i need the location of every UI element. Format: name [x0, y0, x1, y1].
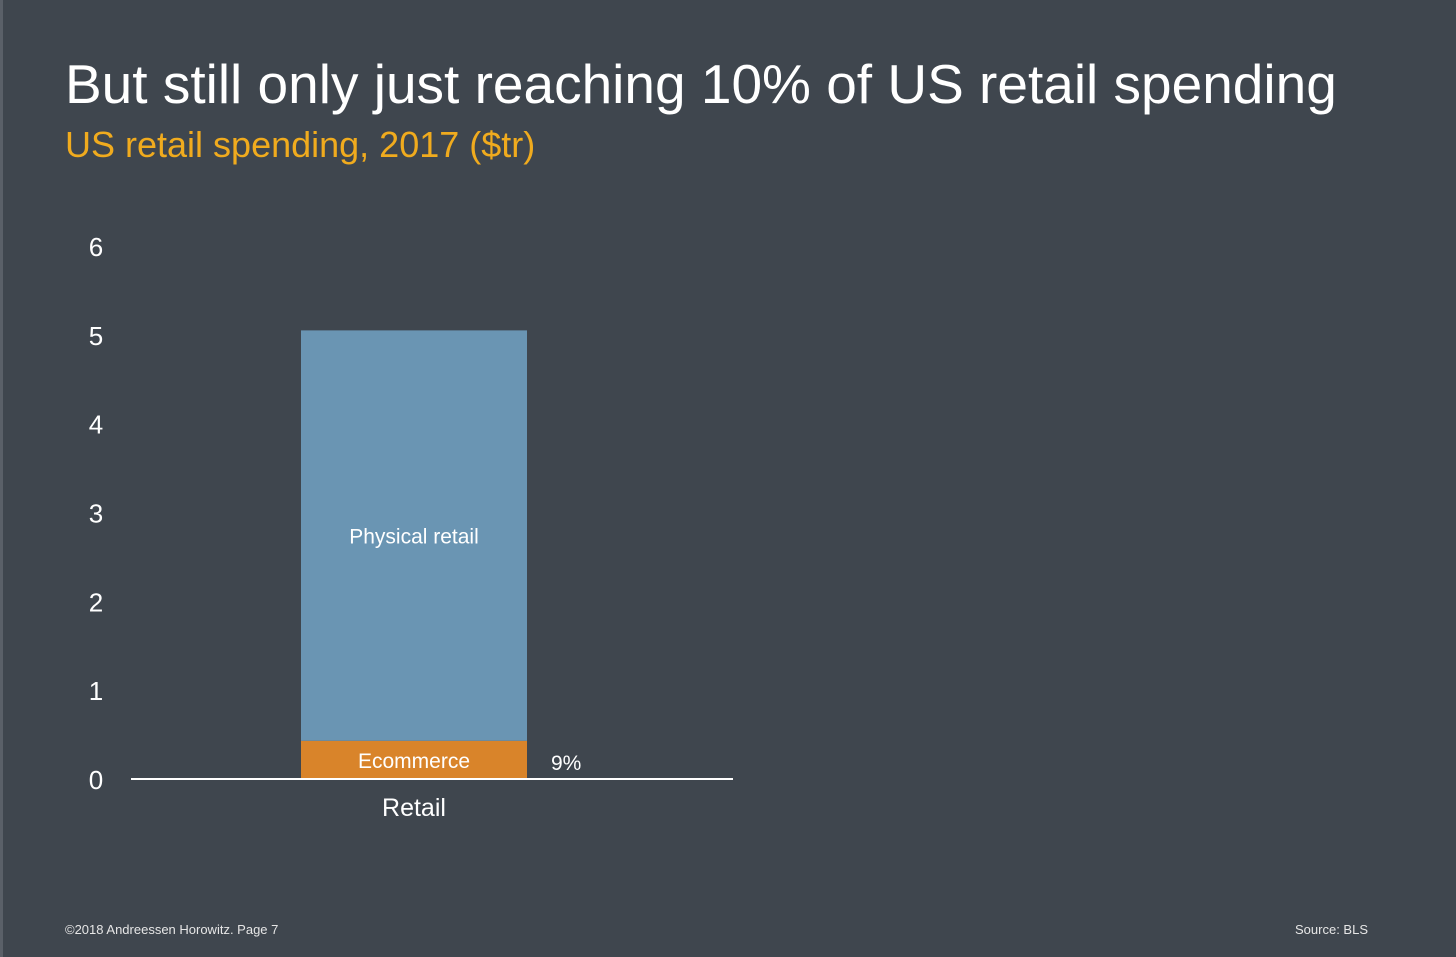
y-tick-label: 6 — [89, 232, 103, 262]
y-tick-label: 4 — [89, 410, 103, 440]
stacked-bar-chart: 0 1 2 3 4 5 6 Ecommerce Physical retail 9% Retail — [89, 232, 733, 822]
footer-copyright: ©2018 Andreessen Horowitz. Page 7 — [65, 922, 279, 937]
y-tick-label: 5 — [89, 321, 103, 351]
y-tick-label: 3 — [89, 499, 103, 529]
x-category-label: Retail — [382, 794, 446, 822]
y-tick-label: 2 — [89, 587, 103, 617]
y-tick-label: 1 — [89, 676, 103, 706]
slide-title: But still only just reaching 10% of US r… — [65, 53, 1337, 115]
share-annotation: 9% — [551, 752, 581, 775]
bar-segment-physical-retail — [301, 330, 527, 741]
chart-subtitle: US retail spending, 2017 ($tr) — [65, 124, 536, 165]
y-tick-label: 0 — [89, 765, 103, 795]
bar-label-physical-retail: Physical retail — [349, 526, 479, 549]
bar-segment-ecommerce — [301, 740, 527, 779]
bar-label-ecommerce: Ecommerce — [358, 750, 470, 773]
footer-source: Source: BLS — [1295, 922, 1368, 937]
